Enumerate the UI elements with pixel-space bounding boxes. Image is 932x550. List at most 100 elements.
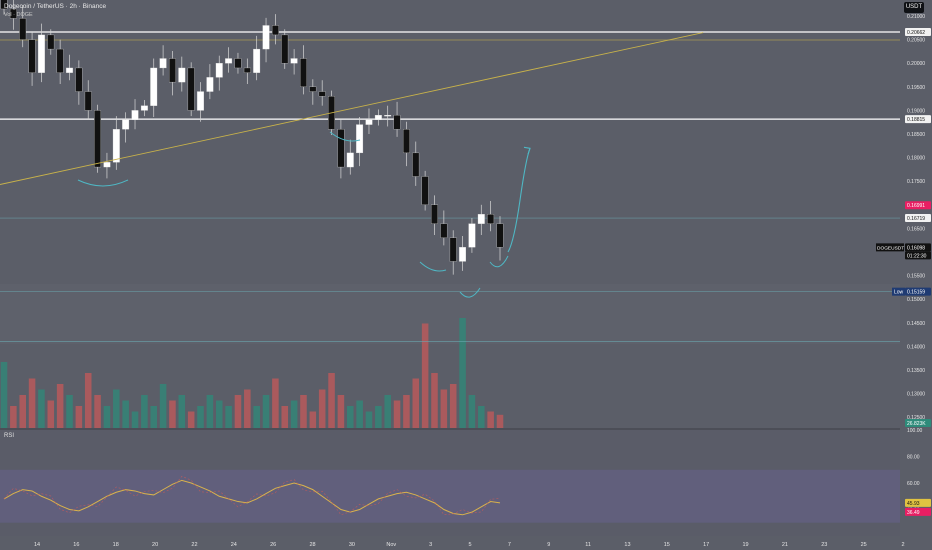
time-tick-label: 21 (782, 542, 788, 548)
volume-bar (38, 389, 45, 428)
volume-bar (159, 384, 167, 428)
volume-bar (318, 389, 326, 428)
candle-body (169, 58, 176, 83)
time-tick-label: 7 (508, 542, 511, 548)
level-tag-bg (905, 115, 931, 124)
candle-body (197, 91, 204, 111)
volume-bar (113, 389, 120, 428)
price-tick-label: 0.15000 (907, 297, 925, 303)
volume-bar (449, 384, 457, 428)
candle-body (56, 48, 64, 73)
countdown-tag: 01:22:30 (907, 253, 927, 259)
volume-bar (281, 406, 289, 428)
time-tick-label: 30 (349, 542, 355, 548)
rsi-tick-label: 100.00 (907, 428, 923, 434)
price-axis: 0.21000 0.20500 0.20000 0.19500 0.19000 0.185… (900, 0, 932, 550)
candle-body (496, 223, 504, 248)
candle-body (66, 67, 73, 73)
current-price-tag: 0.16098 (907, 245, 925, 251)
volume-bar (215, 400, 223, 428)
time-tick-label: 11 (585, 542, 591, 548)
candle-body (487, 214, 495, 224)
volume-bar (487, 411, 494, 428)
volume-bar (431, 373, 438, 428)
time-tick-label: 5 (468, 542, 471, 548)
volume-bar (384, 395, 391, 428)
volume-bar (0, 362, 8, 428)
time-tick-label: 15 (664, 542, 670, 548)
candle-body (75, 67, 83, 92)
time-tick-label: Nov (386, 542, 396, 548)
volume-bar (131, 411, 139, 428)
rsi-value-tag-bg (905, 498, 931, 507)
rsi-value-tag-bg (905, 507, 931, 516)
price-tick-label: 0.16500 (907, 226, 925, 232)
candle-body (215, 63, 223, 78)
volume-bars (0, 318, 504, 428)
volume-bar (178, 395, 186, 428)
time-tick-label: 14 (34, 542, 40, 548)
volume-bar (440, 389, 448, 428)
volume-bar (356, 400, 363, 428)
last-price-tag: 0.16991 (907, 203, 925, 209)
level-tag: 0.16719 (907, 216, 925, 222)
volume-bar (393, 400, 401, 428)
candle-body (131, 110, 139, 121)
candle-body (150, 67, 158, 106)
indicator-label[interactable]: Vol · DOGE (4, 12, 33, 18)
candle-body (459, 247, 466, 262)
low-prefix: Low (894, 290, 904, 296)
candle-body (421, 176, 429, 205)
level-tag: 0.18815 (907, 117, 925, 123)
rsi-tick-label: 60.00 (907, 481, 920, 487)
candle-body (477, 214, 485, 224)
volume-bar (66, 395, 73, 428)
volume-bar (28, 378, 36, 428)
volume-bar (244, 389, 251, 428)
price-tick-label: 0.13000 (907, 392, 925, 398)
symbol-title[interactable]: Dogecoin / TetherUS · 2h · Binance (4, 3, 108, 10)
horizontal-levels (0, 31, 900, 342)
volume-bar (459, 318, 466, 428)
candle-body (234, 58, 242, 69)
price-tick-label: 0.19000 (907, 108, 925, 114)
volume-bar (19, 395, 26, 428)
countdown-tag-bg (905, 251, 931, 260)
candle-body (112, 129, 120, 163)
level-tag: 0.20662 (907, 30, 925, 36)
symbol-title-text: Dogecoin / TetherUS · 2h · Binance (4, 3, 107, 10)
projection-arrowhead (523, 146, 531, 155)
price-tick-label: 0.14500 (907, 321, 925, 327)
currency-button[interactable]: USDT (904, 2, 924, 13)
volume-bar (187, 411, 195, 428)
candle-body (290, 58, 298, 64)
candle-body (140, 105, 148, 111)
candles (0, 0, 504, 275)
price-tick-label: 0.15500 (907, 274, 925, 280)
candle-body (412, 152, 420, 177)
candle-body (243, 67, 251, 73)
volume-bar (365, 411, 373, 428)
rsi-pane-title[interactable]: RSI (4, 433, 15, 439)
volume-bar (496, 414, 504, 428)
candle-body (47, 34, 55, 50)
symbol-tag-bg (876, 243, 904, 252)
time-tick-label: 24 (231, 542, 237, 548)
volume-bar (169, 400, 176, 428)
candle-body (309, 86, 317, 92)
low-prefix-bg (892, 287, 905, 296)
price-tick-label: 0.13500 (907, 368, 925, 374)
volume-bar (150, 406, 158, 428)
candle-body (384, 114, 392, 117)
level-tag: 0.15159 (907, 290, 925, 296)
volume-bar (75, 406, 83, 428)
candle-body (103, 162, 111, 168)
lower-zone-shade (0, 284, 900, 344)
time-tick-label: 22 (191, 542, 197, 548)
volume-bar (309, 411, 317, 428)
volume-bar (337, 395, 345, 428)
candle-body (365, 119, 373, 125)
candle-body (318, 91, 326, 97)
